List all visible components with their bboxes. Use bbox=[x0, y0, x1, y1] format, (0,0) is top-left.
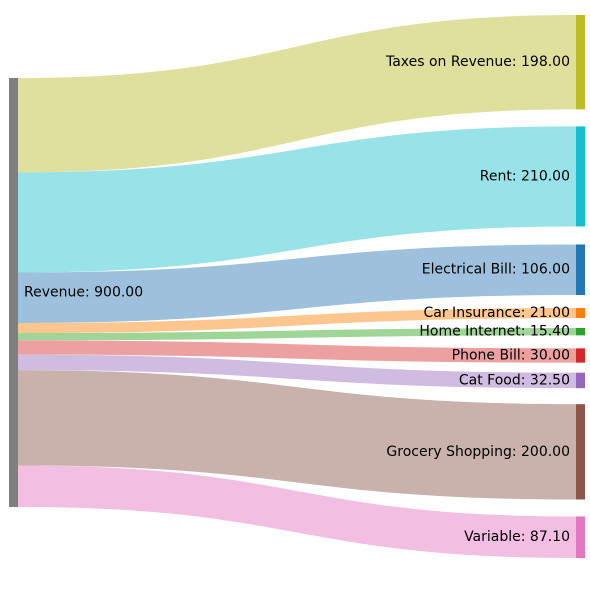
node-car-insurance bbox=[576, 308, 585, 319]
node-grocery-shopping bbox=[576, 404, 585, 500]
node-labels: Taxes on Revenue: 198.00 Rent: 210.00 Elec… bbox=[24, 54, 570, 545]
flow-cat-food bbox=[18, 354, 576, 389]
node-electrical-bill bbox=[576, 244, 585, 296]
flow-car-insurance bbox=[18, 308, 576, 334]
label-phone-bill: Phone Bill: 30.00 bbox=[452, 348, 570, 364]
node-taxes-on-revenue bbox=[576, 15, 585, 110]
label-revenue: Revenue: 900.00 bbox=[24, 285, 143, 301]
label-car-insurance: Car Insurance: 21.00 bbox=[424, 305, 571, 321]
node-bars bbox=[9, 15, 585, 558]
node-home-internet bbox=[576, 328, 585, 336]
flow-taxes-on-revenue bbox=[18, 15, 576, 173]
label-grocery-shopping: Grocery Shopping: 200.00 bbox=[386, 444, 570, 460]
flow-phone-bill bbox=[18, 340, 576, 363]
label-cat-food: Cat Food: 32.50 bbox=[459, 372, 570, 388]
label-home-internet: Home Internet: 15.40 bbox=[419, 324, 570, 340]
flow-electrical-bill bbox=[18, 244, 576, 324]
flow-links bbox=[18, 15, 576, 558]
node-rent bbox=[576, 126, 585, 227]
node-phone-bill bbox=[576, 348, 585, 363]
label-variable: Variable: 87.10 bbox=[464, 529, 570, 545]
label-electrical-bill: Electrical Bill: 106.00 bbox=[422, 262, 570, 278]
flow-home-internet bbox=[18, 328, 576, 341]
flow-rent bbox=[18, 126, 576, 273]
node-revenue bbox=[9, 78, 18, 507]
label-taxes-on-revenue: Taxes on Revenue: 198.00 bbox=[385, 54, 570, 70]
node-cat-food bbox=[576, 372, 585, 389]
flow-variable bbox=[18, 465, 576, 558]
flow-grocery-shopping bbox=[18, 370, 576, 500]
label-rent: Rent: 210.00 bbox=[480, 168, 570, 184]
node-variable bbox=[576, 516, 585, 558]
